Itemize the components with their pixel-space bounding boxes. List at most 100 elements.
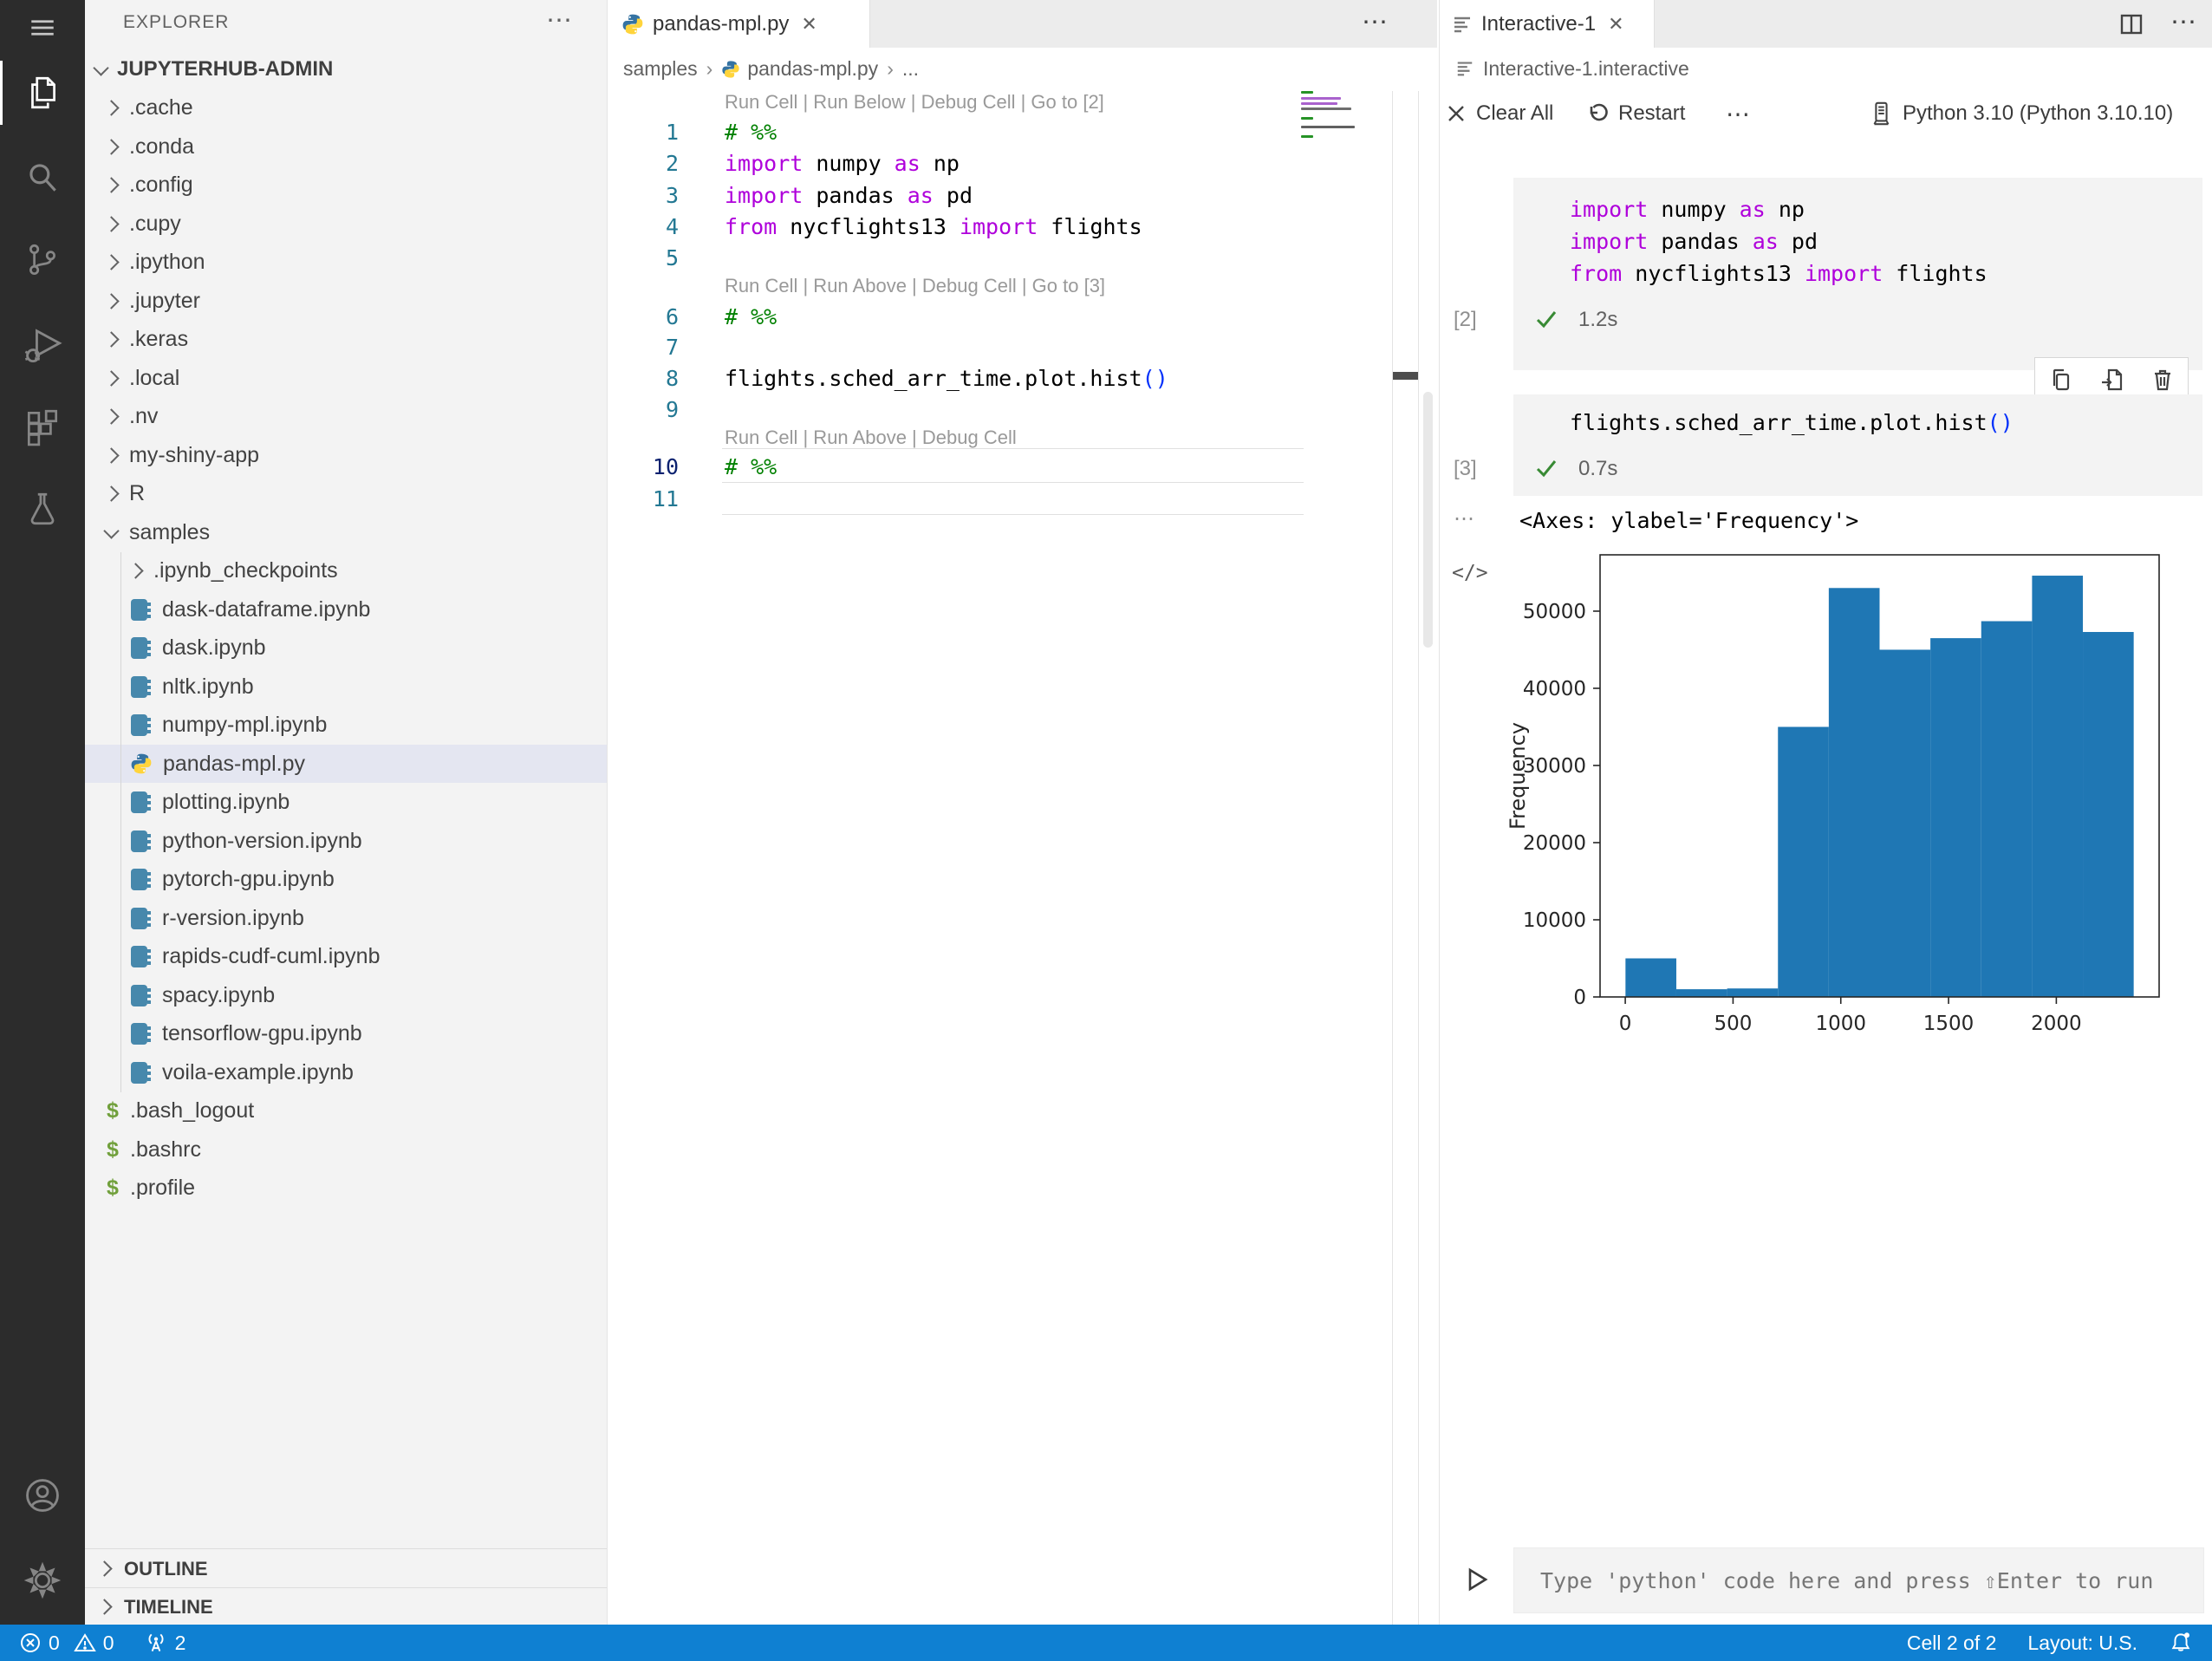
explorer-item-pandas-mpl-py[interactable]: pandas-mpl.py <box>85 745 607 783</box>
explorer-item-rapids-cudf-cuml-ipynb[interactable]: rapids-cudf-cuml.ipynb <box>85 938 607 976</box>
explorer-item-numpy-mpl-ipynb[interactable]: numpy-mpl.ipynb <box>85 707 607 745</box>
settings-gear-icon[interactable] <box>0 1546 85 1615</box>
overview-ruler-border <box>1392 91 1393 1625</box>
panel-more-actions-icon[interactable]: ⋯ <box>2170 8 2196 36</box>
code-line-3[interactable]: 3 import pandas as pd <box>608 179 1388 211</box>
codelens[interactable]: Run Cell | Run Below | Debug Cell | Go t… <box>725 91 1104 113</box>
explorer-item-python-version-ipynb[interactable]: python-version.ipynb <box>85 822 607 860</box>
code-line-11[interactable]: 11 <box>608 483 1388 514</box>
explorer-item-my-shiny-app[interactable]: my-shiny-app <box>85 436 607 474</box>
tab-interactive-1[interactable]: Interactive-1 ✕ <box>1440 0 1655 48</box>
notebook-icon <box>130 1061 152 1085</box>
layout-indicator[interactable]: Layout: U.S. <box>2027 1631 2137 1654</box>
outline-section[interactable]: OUTLINE <box>85 1548 607 1588</box>
cell-border <box>722 482 1304 483</box>
code-line-2[interactable]: 2 import numpy as np <box>608 147 1388 179</box>
explorer-item-tensorflow-gpu-ipynb[interactable]: tensorflow-gpu.ipynb <box>85 1015 607 1053</box>
code-line-6[interactable]: 6 # %% <box>608 301 1388 332</box>
hist-bar <box>2083 632 2134 997</box>
explorer-item--local[interactable]: .local <box>85 359 607 397</box>
code-line-1[interactable]: 1 # %% <box>608 116 1388 147</box>
explorer-item--profile[interactable]: $ .profile <box>85 1169 607 1208</box>
explorer-item--ipython[interactable]: .ipython <box>85 244 607 282</box>
clear-all-button[interactable]: Clear All <box>1445 89 1553 138</box>
kernel-picker[interactable]: Python 3.10 (Python 3.10.10) <box>1868 89 2173 138</box>
codelens[interactable]: Run Cell | Run Above | Debug Cell | Go t… <box>725 275 1106 296</box>
account-icon[interactable] <box>0 1461 85 1530</box>
panel-breadcrumb[interactable]: Interactive-1.interactive <box>1440 48 2212 89</box>
explorer-icon[interactable] <box>0 58 85 127</box>
testing-icon[interactable] <box>0 474 85 544</box>
cell-indicator[interactable]: Cell 2 of 2 <box>1906 1631 1997 1654</box>
tab-label: pandas-mpl.py <box>653 11 790 36</box>
explorer-item-dask-ipynb[interactable]: dask.ipynb <box>85 629 607 668</box>
copy-icon[interactable] <box>2047 367 2073 393</box>
tab-pandas-mpl[interactable]: pandas-mpl.py ✕ <box>608 0 870 48</box>
explorer-item-nltk-ipynb[interactable]: nltk.ipynb <box>85 668 607 706</box>
explorer-item--ipynb-checkpoints[interactable]: .ipynb_checkpoints <box>85 552 607 590</box>
explorer-actions-icon[interactable]: ⋯ <box>546 6 572 35</box>
explorer-item--cache[interactable]: .cache <box>85 89 607 127</box>
goto-code-icon[interactable] <box>2098 367 2124 393</box>
run-input-icon[interactable] <box>1461 1564 1492 1595</box>
tab-close-icon[interactable]: ✕ <box>1608 12 1624 35</box>
code-line-4[interactable]: 4 from nycflights13 import flights <box>608 211 1388 242</box>
explorer-item--keras[interactable]: .keras <box>85 321 607 359</box>
explorer-item--cupy[interactable]: .cupy <box>85 205 607 243</box>
chevron-down-icon <box>93 59 109 76</box>
code-line-8[interactable]: 8 flights.sched_arr_time.plot.hist() <box>608 362 1388 394</box>
execution-time: 1.2s <box>1578 308 1618 331</box>
menu-icon[interactable] <box>0 0 85 62</box>
shell-file-icon: $ <box>107 1176 119 1200</box>
notifications-bell-icon[interactable] <box>2169 1631 2193 1655</box>
notebook-icon <box>130 945 152 968</box>
breadcrumb-separator: › <box>887 56 894 80</box>
explorer-item-r[interactable]: R <box>85 475 607 513</box>
explorer-item-samples[interactable]: samples <box>85 513 607 551</box>
overview-ruler-marker <box>1393 372 1418 380</box>
explorer-item--config[interactable]: .config <box>85 166 607 205</box>
view-source-icon[interactable]: </> <box>1452 562 1488 584</box>
explorer-item-plotting-ipynb[interactable]: plotting.ipynb <box>85 784 607 822</box>
search-icon[interactable] <box>0 143 85 212</box>
restart-button[interactable]: Restart <box>1585 89 1685 138</box>
interactive-cell[interactable]: import numpy as np import pandas as pd fro… <box>1513 178 2202 370</box>
codelens[interactable]: Run Cell | Run Above | Debug Cell <box>725 427 1017 448</box>
code-line-7[interactable]: 7 <box>608 331 1388 362</box>
explorer-item--nv[interactable]: .nv <box>85 398 607 436</box>
breadcrumb[interactable]: samples › pandas-mpl.py › ... <box>608 48 1437 89</box>
explorer-root-folder[interactable]: JUPYTERHUB-ADMIN <box>85 50 607 88</box>
problems-indicator[interactable]: 0 0 <box>19 1632 114 1655</box>
explorer-item--bash-logout[interactable]: $ .bash_logout <box>85 1092 607 1130</box>
code-line-10[interactable]: 10 # %% <box>608 451 1388 482</box>
explorer-item-spacy-ipynb[interactable]: spacy.ipynb <box>85 976 607 1014</box>
code-line-5[interactable]: 5 <box>608 242 1388 273</box>
extensions-icon[interactable] <box>0 392 85 461</box>
split-editor-icon[interactable] <box>2118 11 2144 37</box>
explorer-item-voila-example-ipynb[interactable]: voila-example.ipynb <box>85 1053 607 1091</box>
minimap[interactable] <box>1301 91 1379 143</box>
hist-bar <box>1727 988 1779 997</box>
explorer-item--bashrc[interactable]: $ .bashrc <box>85 1130 607 1169</box>
toolbar-more-icon[interactable]: ⋯ <box>1726 100 1750 127</box>
forwarded-ports-indicator[interactable]: 2 <box>144 1631 185 1655</box>
code-line-9[interactable]: 9 <box>608 394 1388 425</box>
editor-more-actions-icon[interactable]: ⋯ <box>1362 8 1388 36</box>
explorer-item-dask-dataframe-ipynb[interactable]: dask-dataframe.ipynb <box>85 590 607 629</box>
timeline-section[interactable]: TIMELINE <box>85 1587 607 1625</box>
run-debug-icon[interactable] <box>0 309 85 379</box>
source-control-icon[interactable] <box>0 225 85 295</box>
editor-scrollbar[interactable] <box>1423 392 1433 648</box>
hist-bar <box>1981 621 2033 997</box>
explorer-item-pytorch-gpu-ipynb[interactable]: pytorch-gpu.ipynb <box>85 861 607 899</box>
delete-icon[interactable] <box>2150 367 2176 393</box>
interactive-cell[interactable]: flights.sched_arr_time.plot.hist() <box>1513 394 2202 496</box>
chevron-right-icon <box>103 254 120 270</box>
line-number: 9 <box>665 396 679 422</box>
explorer-item-r-version-ipynb[interactable]: r-version.ipynb <box>85 899 607 937</box>
output-more-icon[interactable]: ⋯ <box>1454 507 1476 531</box>
explorer-item--jupyter[interactable]: .jupyter <box>85 282 607 320</box>
interactive-input[interactable]: Type 'python' code here and press ⇧Enter… <box>1513 1547 2204 1613</box>
explorer-item--conda[interactable]: .conda <box>85 127 607 166</box>
tab-close-icon[interactable]: ✕ <box>801 12 817 35</box>
